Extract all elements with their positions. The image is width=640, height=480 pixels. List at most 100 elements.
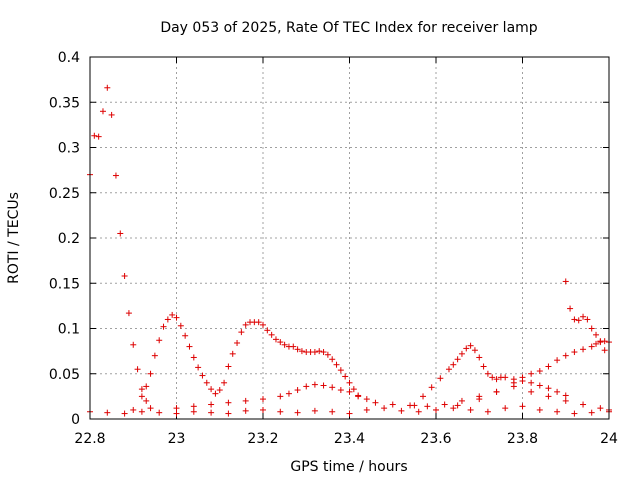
data-point bbox=[450, 405, 457, 412]
data-point bbox=[143, 397, 150, 404]
data-point bbox=[138, 408, 145, 415]
data-point bbox=[329, 356, 336, 363]
data-point bbox=[493, 376, 500, 383]
data-point bbox=[208, 409, 215, 416]
data-point bbox=[337, 387, 344, 394]
data-point bbox=[225, 410, 232, 417]
data-point bbox=[238, 329, 245, 336]
data-point bbox=[130, 406, 137, 413]
data-point bbox=[225, 363, 232, 370]
data-point bbox=[190, 403, 197, 410]
data-point bbox=[138, 393, 145, 400]
data-point bbox=[363, 406, 370, 413]
data-point bbox=[584, 316, 591, 323]
data-point bbox=[164, 316, 171, 323]
data-point bbox=[398, 407, 405, 414]
data-point bbox=[363, 396, 370, 403]
data-point bbox=[329, 408, 336, 415]
data-point bbox=[597, 339, 604, 346]
data-point bbox=[593, 331, 600, 338]
data-point bbox=[156, 337, 163, 344]
x-tick-label: 22.8 bbox=[74, 431, 105, 447]
data-point bbox=[428, 384, 435, 391]
data-point bbox=[458, 397, 465, 404]
data-point bbox=[554, 388, 561, 395]
data-point bbox=[108, 111, 115, 118]
data-point bbox=[350, 386, 357, 393]
data-point bbox=[221, 379, 228, 386]
data-point bbox=[389, 401, 396, 408]
x-tick-labels: 22.8 23 23.2 23.4 23.6 23.8 24 bbox=[74, 431, 618, 447]
data-point bbox=[329, 384, 336, 391]
data-point bbox=[381, 405, 388, 412]
data-point bbox=[264, 327, 271, 334]
data-point bbox=[437, 375, 444, 382]
data-point bbox=[255, 319, 262, 326]
data-point bbox=[467, 342, 474, 349]
data-point bbox=[554, 408, 561, 415]
data-point bbox=[143, 383, 150, 390]
data-point bbox=[593, 340, 600, 347]
data-point bbox=[536, 368, 543, 375]
data-point bbox=[260, 396, 266, 403]
data-point bbox=[433, 406, 439, 413]
data-point bbox=[450, 361, 457, 368]
data-point bbox=[311, 407, 318, 414]
chart-title: Day 053 of 2025, Rate Of TEC Index for r… bbox=[160, 20, 537, 36]
data-point bbox=[554, 357, 561, 364]
data-point bbox=[337, 367, 344, 374]
y-tick-label: 0.05 bbox=[49, 367, 80, 383]
data-point bbox=[151, 352, 158, 359]
x-tick-label: 23.8 bbox=[507, 431, 538, 447]
data-point bbox=[346, 410, 353, 417]
data-point bbox=[467, 406, 474, 413]
data-point bbox=[208, 401, 215, 408]
data-point bbox=[601, 338, 608, 345]
y-tick-label: 0 bbox=[71, 412, 80, 428]
data-point bbox=[320, 349, 327, 356]
data-point bbox=[510, 379, 517, 386]
data-point bbox=[208, 386, 215, 393]
data-point bbox=[156, 409, 163, 416]
data-point bbox=[190, 354, 197, 361]
data-point bbox=[285, 390, 292, 397]
data-point bbox=[571, 349, 578, 356]
data-point bbox=[580, 346, 587, 353]
data-point bbox=[502, 374, 509, 381]
data-point bbox=[95, 133, 102, 140]
data-point bbox=[519, 374, 526, 381]
data-point bbox=[454, 402, 461, 409]
data-point bbox=[342, 373, 349, 380]
data-point bbox=[277, 339, 284, 346]
data-point bbox=[138, 386, 145, 393]
data-points bbox=[87, 84, 612, 417]
data-point bbox=[476, 396, 483, 403]
data-point bbox=[294, 346, 301, 353]
data-point bbox=[199, 372, 206, 379]
x-tick-label: 24 bbox=[600, 431, 618, 447]
y-tick-label: 0.3 bbox=[58, 141, 80, 157]
data-point bbox=[445, 366, 452, 373]
data-point bbox=[229, 350, 236, 357]
data-point bbox=[471, 347, 478, 354]
data-point bbox=[260, 406, 266, 413]
data-point bbox=[458, 350, 465, 357]
data-point bbox=[484, 408, 491, 415]
data-point bbox=[104, 84, 111, 91]
data-point bbox=[173, 410, 180, 417]
data-point bbox=[580, 401, 587, 408]
data-point bbox=[203, 379, 210, 386]
data-point bbox=[242, 321, 249, 328]
data-point bbox=[562, 397, 569, 404]
data-point bbox=[268, 331, 275, 338]
data-point bbox=[571, 316, 578, 323]
data-point bbox=[311, 349, 318, 356]
data-point bbox=[528, 379, 535, 386]
data-point bbox=[588, 409, 595, 416]
x-axis-label: GPS time / hours bbox=[290, 459, 407, 475]
y-axis-label: ROTI / TECUs bbox=[6, 192, 22, 284]
data-point bbox=[130, 341, 137, 348]
data-point bbox=[562, 278, 569, 285]
data-point bbox=[99, 108, 106, 115]
